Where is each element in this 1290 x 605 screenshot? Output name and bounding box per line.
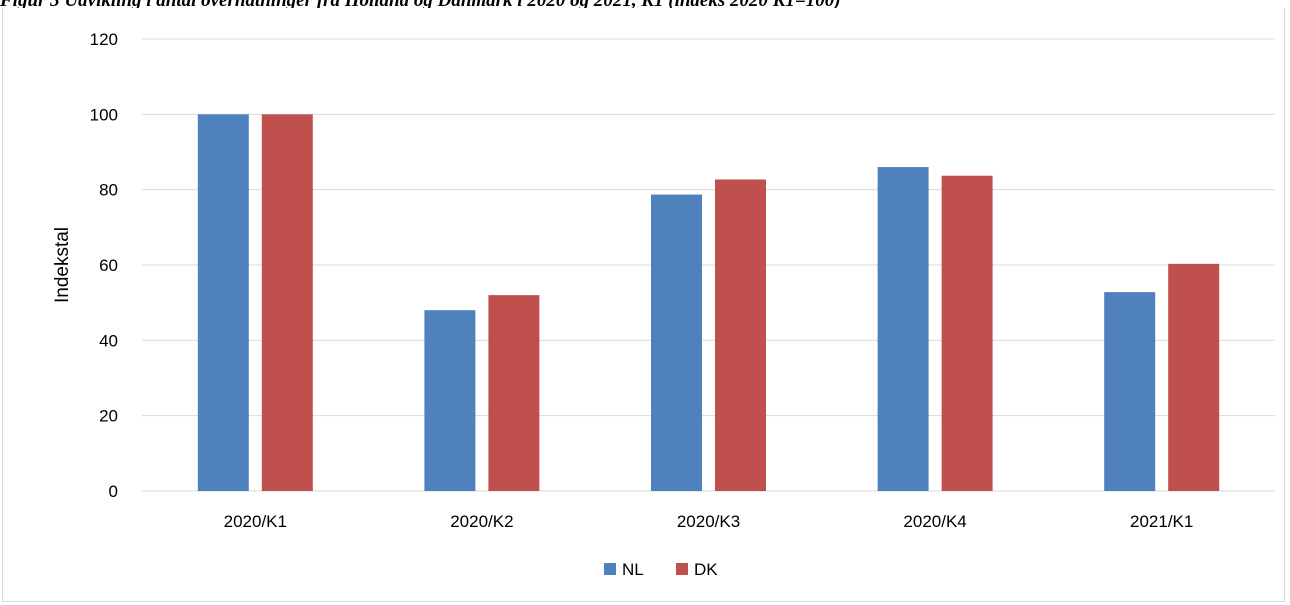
y-tick-label: 60 — [99, 256, 118, 275]
legend: NL DK — [604, 560, 718, 579]
y-tick-label: 100 — [90, 105, 118, 124]
y-axis-title: Indekstal — [52, 227, 73, 303]
bar-nl-2 — [651, 194, 702, 491]
x-tick-label: 2020/K2 — [450, 512, 513, 531]
y-axis-ticks: 0 20 40 60 80 100 120 — [90, 30, 118, 501]
bar-dk-1 — [488, 295, 540, 491]
x-tick-label: 2020/K4 — [903, 512, 966, 531]
gridlines — [142, 38, 1275, 492]
bar-nl-4 — [1104, 292, 1156, 491]
y-tick-label: 120 — [90, 30, 118, 49]
bar-nl-1 — [424, 310, 476, 491]
bars — [197, 114, 1220, 492]
x-tick-label: 2020/K1 — [224, 512, 287, 531]
bar-dk-0 — [261, 114, 313, 491]
x-tick-label: 2020/K3 — [677, 512, 740, 531]
y-tick-label: 20 — [99, 407, 118, 426]
bar-nl-3 — [877, 167, 929, 492]
y-tick-label: 0 — [109, 482, 118, 501]
y-tick-label: 80 — [99, 181, 118, 200]
bar-nl-0 — [197, 114, 249, 491]
bar-dk-4 — [1168, 263, 1220, 491]
bar-dk-3 — [941, 175, 993, 492]
x-axis-ticks: 2020/K1 2020/K2 2020/K3 2020/K4 2021/K1 — [224, 512, 1194, 531]
legend-swatch-dk — [676, 563, 688, 575]
bar-dk-2 — [715, 179, 766, 491]
figure-caption: Figur 3 Udvikling i antal overnatninger … — [0, 0, 1290, 8]
x-tick-label: 2021/K1 — [1130, 512, 1193, 531]
legend-swatch-nl — [604, 563, 616, 575]
y-tick-label: 40 — [99, 331, 118, 350]
legend-label-dk: DK — [694, 560, 718, 579]
legend-label-nl: NL — [622, 560, 644, 579]
chart-frame — [2, 8, 1285, 602]
